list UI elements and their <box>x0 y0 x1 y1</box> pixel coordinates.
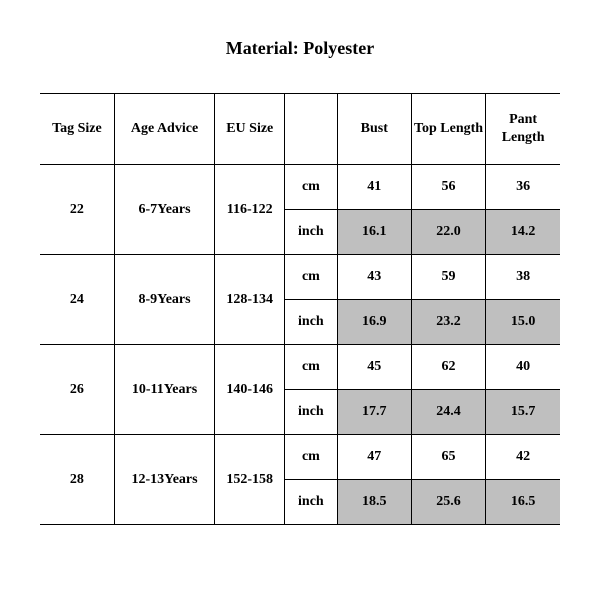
cell-pant-length: 42 <box>486 435 560 480</box>
cell-bust: 43 <box>337 255 411 300</box>
cell-bust: 16.9 <box>337 300 411 345</box>
cell-top-length: 25.6 <box>411 480 485 525</box>
cell-unit-cm: cm <box>285 165 337 210</box>
cell-top-length: 65 <box>411 435 485 480</box>
cell-age-advice: 12-13Years <box>114 435 215 525</box>
cell-unit-cm: cm <box>285 435 337 480</box>
cell-unit-cm: cm <box>285 255 337 300</box>
cell-age-advice: 10-11Years <box>114 345 215 435</box>
cell-pant-length: 15.0 <box>486 300 560 345</box>
col-age-advice: Age Advice <box>114 94 215 165</box>
table-row: 28 12-13Years 152-158 cm 47 65 42 <box>40 435 560 480</box>
cell-bust: 47 <box>337 435 411 480</box>
cell-top-length: 23.2 <box>411 300 485 345</box>
cell-tag-size: 28 <box>40 435 114 525</box>
table-row: 22 6-7Years 116-122 cm 41 56 36 <box>40 165 560 210</box>
cell-bust: 41 <box>337 165 411 210</box>
cell-bust: 18.5 <box>337 480 411 525</box>
page-title: Material: Polyester <box>40 38 560 59</box>
cell-bust: 45 <box>337 345 411 390</box>
cell-age-advice: 6-7Years <box>114 165 215 255</box>
cell-unit-inch: inch <box>285 210 337 255</box>
cell-pant-length: 40 <box>486 345 560 390</box>
col-unit <box>285 94 337 165</box>
cell-pant-length: 38 <box>486 255 560 300</box>
cell-pant-length: 16.5 <box>486 480 560 525</box>
cell-eu-size: 116-122 <box>215 165 285 255</box>
cell-unit-inch: inch <box>285 480 337 525</box>
table-row: 26 10-11Years 140-146 cm 45 62 40 <box>40 345 560 390</box>
cell-unit-cm: cm <box>285 345 337 390</box>
cell-top-length: 62 <box>411 345 485 390</box>
table-header-row: Tag Size Age Advice EU Size Bust Top Len… <box>40 94 560 165</box>
col-pant-length: Pant Length <box>486 94 560 165</box>
size-table: Tag Size Age Advice EU Size Bust Top Len… <box>40 93 560 525</box>
cell-eu-size: 128-134 <box>215 255 285 345</box>
cell-bust: 16.1 <box>337 210 411 255</box>
cell-tag-size: 26 <box>40 345 114 435</box>
col-bust: Bust <box>337 94 411 165</box>
cell-tag-size: 24 <box>40 255 114 345</box>
cell-top-length: 59 <box>411 255 485 300</box>
cell-eu-size: 140-146 <box>215 345 285 435</box>
page: Material: Polyester Tag Size Age Advice … <box>0 0 600 600</box>
cell-tag-size: 22 <box>40 165 114 255</box>
cell-unit-inch: inch <box>285 390 337 435</box>
cell-eu-size: 152-158 <box>215 435 285 525</box>
table-row: 24 8-9Years 128-134 cm 43 59 38 <box>40 255 560 300</box>
cell-pant-length: 14.2 <box>486 210 560 255</box>
cell-unit-inch: inch <box>285 300 337 345</box>
cell-pant-length: 36 <box>486 165 560 210</box>
col-eu-size: EU Size <box>215 94 285 165</box>
col-top-length: Top Length <box>411 94 485 165</box>
cell-top-length: 22.0 <box>411 210 485 255</box>
cell-age-advice: 8-9Years <box>114 255 215 345</box>
cell-pant-length: 15.7 <box>486 390 560 435</box>
cell-top-length: 56 <box>411 165 485 210</box>
cell-top-length: 24.4 <box>411 390 485 435</box>
cell-bust: 17.7 <box>337 390 411 435</box>
col-tag-size: Tag Size <box>40 94 114 165</box>
